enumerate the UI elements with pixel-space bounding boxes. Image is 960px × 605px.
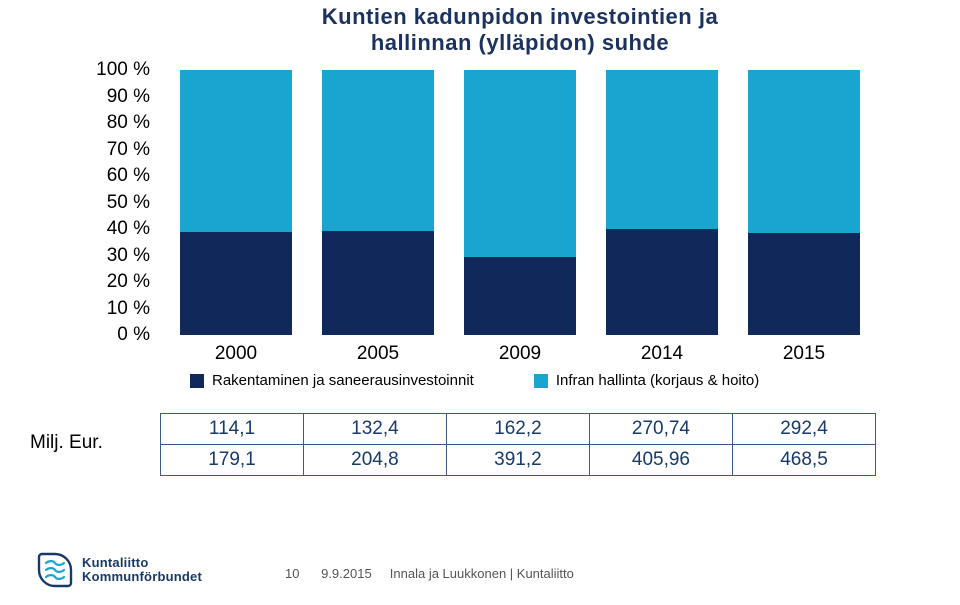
table-cell: 162,2 <box>446 414 589 445</box>
y-tick-label: 20 % <box>70 271 150 293</box>
bar-segment-bottom <box>464 257 576 335</box>
y-tick-label: 100 % <box>70 59 150 81</box>
bar-segment-bottom <box>322 231 434 335</box>
chart-title: Kuntien kadunpidon investointien ja hall… <box>240 4 800 57</box>
x-tick-label: 2009 <box>499 343 541 365</box>
footer-attribution: Innala ja Luukkonen | Kuntaliitto <box>390 566 574 581</box>
y-tick-label: 10 % <box>70 298 150 320</box>
table-cell: 468,5 <box>732 445 875 476</box>
y-tick-label: 50 % <box>70 192 150 214</box>
y-tick-label: 70 % <box>70 139 150 161</box>
bar <box>180 70 292 335</box>
data-table: 114,1132,4162,2270,74292,4179,1204,8391,… <box>160 413 876 476</box>
page-number: 10 <box>285 566 299 581</box>
bar-segment-top <box>322 70 434 231</box>
bar <box>748 70 860 335</box>
chart-title-line2: hallinnan (ylläpidon) suhde <box>240 30 800 56</box>
y-tick-label: 90 % <box>70 86 150 108</box>
bar <box>464 70 576 335</box>
bar-segment-bottom <box>180 232 292 335</box>
y-tick-label: 30 % <box>70 245 150 267</box>
legend-item-1: Infran hallinta (korjaus & hoito) <box>534 372 759 389</box>
unit-label: Milj. Eur. <box>30 432 103 454</box>
table-cell: 405,96 <box>589 445 732 476</box>
bar-segment-bottom <box>606 229 718 335</box>
bar-segment-top <box>180 70 292 232</box>
table-cell: 114,1 <box>161 414 304 445</box>
bar <box>322 70 434 335</box>
legend-item-0: Rakentaminen ja saneerausinvestoinnit <box>190 372 474 389</box>
chart-legend: Rakentaminen ja saneerausinvestoinnit In… <box>190 372 850 389</box>
table-cell: 132,4 <box>303 414 446 445</box>
y-tick-label: 40 % <box>70 218 150 240</box>
bar <box>606 70 718 335</box>
x-tick-label: 2014 <box>641 343 683 365</box>
table-row: 179,1204,8391,2405,96468,5 <box>161 445 876 476</box>
logo: Kuntaliitto Kommunförbundet <box>36 551 202 589</box>
table-cell: 270,74 <box>589 414 732 445</box>
logo-text-line2: Kommunförbundet <box>82 570 202 584</box>
y-tick-label: 80 % <box>70 112 150 134</box>
legend-label-0: Rakentaminen ja saneerausinvestoinnit <box>212 372 474 389</box>
footer-meta: 10 9.9.2015 Innala ja Luukkonen | Kuntal… <box>285 566 574 581</box>
table-cell: 179,1 <box>161 445 304 476</box>
footer-date: 9.9.2015 <box>321 566 372 581</box>
table-row: 114,1132,4162,2270,74292,4 <box>161 414 876 445</box>
legend-label-1: Infran hallinta (korjaus & hoito) <box>556 372 759 389</box>
table-cell: 292,4 <box>732 414 875 445</box>
chart-title-line1: Kuntien kadunpidon investointien ja <box>240 4 800 30</box>
bar-segment-top <box>606 70 718 229</box>
y-tick-label: 0 % <box>70 324 150 346</box>
logo-text-line1: Kuntaliitto <box>82 556 202 570</box>
legend-swatch-1 <box>534 374 548 388</box>
x-tick-label: 2015 <box>783 343 825 365</box>
bar-segment-top <box>464 70 576 257</box>
y-tick-label: 60 % <box>70 165 150 187</box>
table-cell: 391,2 <box>446 445 589 476</box>
legend-swatch-0 <box>190 374 204 388</box>
chart-plot-area <box>165 70 875 335</box>
x-tick-label: 2000 <box>215 343 257 365</box>
table-cell: 204,8 <box>303 445 446 476</box>
bar-segment-top <box>748 70 860 233</box>
x-tick-label: 2005 <box>357 343 399 365</box>
logo-icon <box>36 551 74 589</box>
bar-segment-bottom <box>748 233 860 335</box>
